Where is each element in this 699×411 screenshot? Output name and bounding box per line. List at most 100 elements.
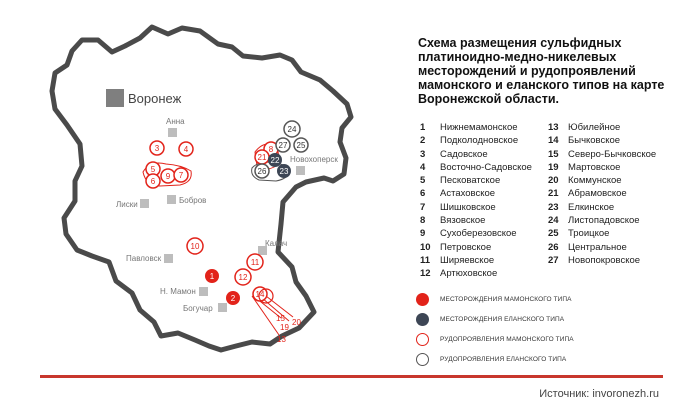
- city-label-bobrov: Бобров: [179, 196, 206, 205]
- list-item-name: Подколодновское: [440, 135, 519, 147]
- list-item-name: Вязовское: [440, 215, 486, 227]
- list-item-name: Нижнемамонское: [440, 122, 518, 133]
- marker-5-label: 5: [151, 165, 156, 174]
- marker-3-ring[interactable]: [149, 140, 165, 156]
- list-item-number: 4: [420, 161, 426, 173]
- list-item-number: 7: [420, 201, 426, 213]
- list-item-name: Абрамовское: [568, 188, 627, 200]
- list-item-number: 20: [548, 175, 559, 187]
- legend-label: РУДОПРОЯВЛЕНИЯ ЕЛАНСКОГО ТИПА: [440, 356, 567, 363]
- list-item-number: 13: [548, 122, 559, 133]
- list-item: 4 Восточно-Садовское: [420, 161, 532, 174]
- list-item: 27 Новопокровское: [548, 254, 656, 267]
- marker-1-filled[interactable]: [205, 269, 219, 283]
- city-label-boguchar: Богучар: [183, 304, 213, 313]
- list-item-number: 14: [548, 135, 559, 147]
- marker-4-label: 4: [184, 145, 189, 154]
- marker-10-label: 10: [191, 242, 200, 251]
- list-item-name: Сухоберезовское: [440, 228, 517, 240]
- leader-label-15: 15: [276, 314, 285, 323]
- leader-label-13: 13: [277, 335, 286, 344]
- list-item: 15 Северо-Бычковское: [548, 148, 656, 161]
- list-item: 3 Садовское: [420, 148, 532, 161]
- list-item-name: Песковатское: [440, 175, 501, 187]
- list-item: 12 Артюховское: [420, 267, 532, 280]
- list-item-name: Шишковское: [440, 201, 496, 213]
- bottom-divider: [40, 375, 663, 378]
- list-item: 24 Листопадовское: [548, 214, 656, 227]
- marker-14-ring[interactable]: [252, 286, 268, 302]
- marker-22-filled[interactable]: [268, 153, 282, 167]
- city-label-voronezh: Воронеж: [128, 91, 182, 106]
- red-ring-icon: [416, 333, 429, 346]
- list-item-number: 11: [420, 254, 431, 266]
- city-kalach-square: [258, 246, 267, 255]
- legend-label: МЕСТОРОЖДЕНИЯ ЕЛАНСКОГО ТИПА: [440, 316, 565, 323]
- list-item-number: 3: [420, 148, 426, 160]
- city-label-liski: Лиски: [116, 200, 138, 209]
- list-item: 14 Бычковское: [548, 134, 656, 147]
- list-item-name: Новопокровское: [568, 254, 641, 266]
- marker-24-ring[interactable]: [283, 120, 301, 138]
- city-novokhopersk-square: [296, 166, 305, 175]
- list-item-name: Коммунское: [568, 175, 622, 187]
- list-item-number: 19: [548, 161, 559, 173]
- list-item: 8 Вязовское: [420, 214, 532, 227]
- list-item-number: 8: [420, 215, 426, 227]
- red-filled-circle-icon: [416, 293, 429, 306]
- marker-27-ring[interactable]: [275, 137, 291, 153]
- source-credit: Источник: invoronezh.ru: [539, 388, 659, 400]
- list-item-name: Юбилейное: [568, 122, 621, 133]
- marker-26-ring[interactable]: [254, 163, 270, 179]
- city-label-pavlovsk: Павловск: [126, 254, 162, 263]
- city-voronezh-square: [106, 89, 124, 107]
- marker-25-ring[interactable]: [293, 137, 309, 153]
- list-item: 13 Юбилейное: [548, 121, 656, 134]
- list-item-name: Артюховское: [440, 268, 498, 280]
- leader-label-20: 20: [292, 318, 301, 327]
- marker-26-label: 26: [258, 167, 267, 176]
- marker-7-ring[interactable]: [173, 167, 189, 183]
- list-item-number: 1: [420, 122, 426, 133]
- list-item-name: Центральное: [568, 241, 627, 253]
- marker-25-label: 25: [297, 141, 306, 150]
- list-item-name: Листопадовское: [568, 215, 640, 227]
- cluster-14-ring-extra: [258, 288, 274, 304]
- marker-6-ring[interactable]: [145, 173, 161, 189]
- list-item-name: Петровское: [440, 241, 492, 253]
- marker-14-label: 14: [256, 290, 265, 299]
- list-item-number: 5: [420, 175, 426, 187]
- list-item-name: Троицкое: [568, 228, 610, 240]
- marker-1-label: 1: [210, 272, 215, 281]
- marker-11-label: 11: [251, 258, 260, 267]
- list-item-number: 2: [420, 135, 426, 147]
- marker-11-ring[interactable]: [246, 253, 264, 271]
- deposit-list-left: 1 Нижнемамонское 2 Подколодновское 3 Садовс…: [420, 121, 532, 281]
- list-item-name: Восточно-Садовское: [440, 161, 532, 173]
- marker-9-label: 9: [166, 172, 171, 181]
- list-item: 19 Мартовское: [548, 161, 656, 174]
- list-item: 10 Петровское: [420, 241, 532, 254]
- list-item: 5 Песковатское: [420, 174, 532, 187]
- city-liski-square: [140, 199, 149, 208]
- marker-10-ring[interactable]: [186, 237, 204, 255]
- marker-23-filled[interactable]: [277, 164, 291, 178]
- marker-24-label: 24: [288, 125, 297, 134]
- marker-6-label: 6: [151, 177, 156, 186]
- dark-ring-icon: [416, 353, 429, 366]
- marker-4-ring[interactable]: [178, 141, 194, 157]
- list-item-name: Бычковское: [568, 135, 621, 147]
- list-item-name: Садовское: [440, 148, 488, 160]
- list-item-number: 21: [548, 188, 559, 200]
- list-item: 26 Центральное: [548, 241, 656, 254]
- list-item-name: Астаховское: [440, 188, 496, 200]
- marker-3-label: 3: [155, 144, 160, 153]
- marker-12-label: 12: [239, 273, 248, 282]
- list-item-number: 12: [420, 268, 431, 280]
- marker-2-filled[interactable]: [226, 291, 240, 305]
- dark-filled-circle-icon: [416, 313, 429, 326]
- marker-12-ring[interactable]: [234, 268, 252, 286]
- city-n-mamon-square: [199, 287, 208, 296]
- city-anna-square: [168, 128, 177, 137]
